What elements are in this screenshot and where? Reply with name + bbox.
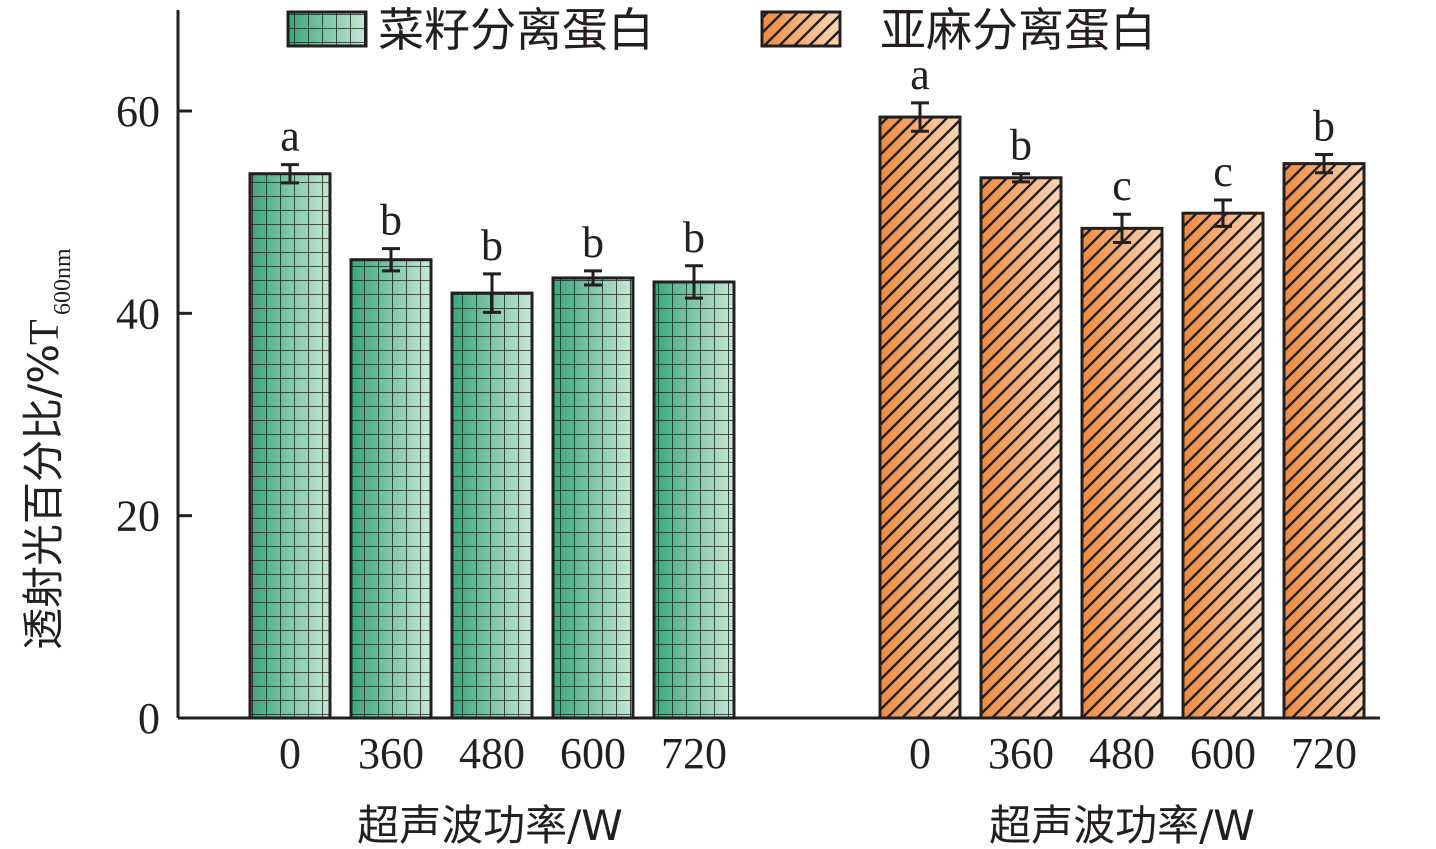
significance-label: c [1213,147,1233,196]
significance-label: a [910,50,930,99]
x-tick-label: 720 [661,729,727,778]
x-tick-label: 0 [909,729,931,778]
legend-label-flaxseed: 亚麻分离蛋白 [880,3,1156,57]
bar-pattern [248,172,332,720]
significance-label: b [1313,102,1335,151]
y-tick-label: 60 [116,87,160,136]
bar-pattern [349,258,433,720]
legend-item-flaxseed: 亚麻分离蛋白 [760,3,1156,57]
significance-label: b [683,213,705,262]
x-tick-label: 360 [358,729,424,778]
significance-label: b [1010,121,1032,170]
x-tick-label: 720 [1291,729,1357,778]
significance-label: b [582,218,604,267]
bar-pattern [1181,211,1265,720]
legend-label-rapeseed: 菜籽分离蛋白 [378,3,654,57]
bar-pattern [878,115,962,720]
x-tick-label: 480 [459,729,525,778]
x-tick-label: 600 [560,729,626,778]
x-axis-title-flaxseed: 超声波功率/W [989,801,1255,849]
x-tick-label: 360 [988,729,1054,778]
bar-pattern [1282,162,1366,720]
y-axis-label: 透射光百分比/% [19,344,68,650]
plot-area: 0 20 40 60 a 0 b 360 b 480 b 600 b 720 a 0 b 360 c 480 c 600 b… [116,10,1380,778]
bar-pattern [1080,226,1164,720]
y-axis-symbol: T [22,319,68,345]
y-axis-title: 透射光百分比/% T 600nm [19,248,76,650]
legend-swatch-flaxseed-pattern [762,12,840,46]
y-axis-subscript: 600nm [50,248,76,315]
x-tick-label: 600 [1190,729,1256,778]
bar-pattern [652,280,736,720]
significance-label: b [380,196,402,245]
significance-label: b [481,221,503,270]
significance-label: a [280,112,300,161]
bar-pattern [551,276,635,720]
legend: 菜籽分离蛋白 亚麻分离蛋白 [286,3,1156,57]
legend-item-rapeseed: 菜籽分离蛋白 [286,3,654,57]
bar-pattern [450,291,534,720]
legend-swatch-rapeseed-pattern [288,12,366,46]
x-tick-label: 0 [279,729,301,778]
bar-pattern [979,176,1063,720]
y-tick-label: 0 [138,694,160,743]
x-tick-label: 480 [1089,729,1155,778]
y-tick-label: 20 [116,492,160,541]
x-axis-title-rapeseed: 超声波功率/W [357,801,623,849]
y-tick-label: 40 [116,289,160,338]
significance-label: c [1112,161,1132,210]
